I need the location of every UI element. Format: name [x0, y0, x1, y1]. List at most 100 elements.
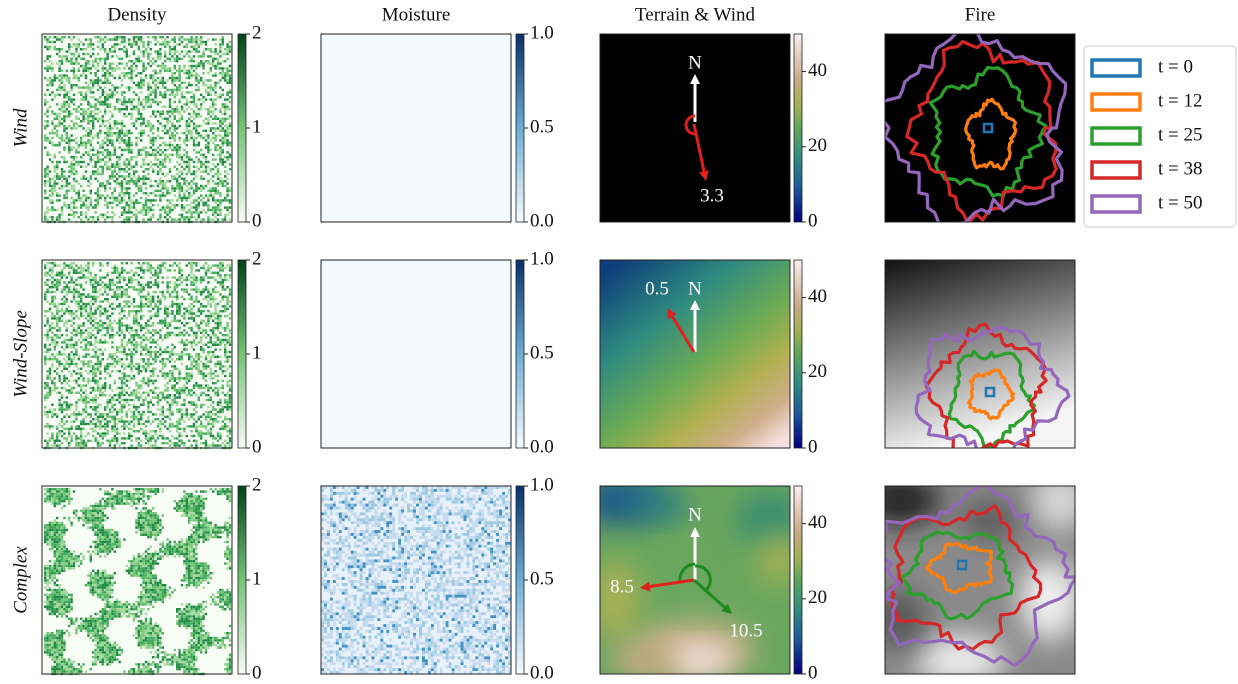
density-cell	[121, 36, 123, 38]
density-cell	[58, 175, 60, 177]
density-cell	[78, 216, 80, 218]
density-cell	[205, 89, 207, 91]
density-cell	[174, 139, 176, 141]
density-cell	[56, 284, 58, 286]
density-cell	[70, 46, 72, 48]
density-cell	[198, 50, 200, 52]
density-cell	[157, 86, 159, 88]
density-cell	[44, 310, 46, 312]
density-cell	[176, 303, 178, 305]
density-cell	[147, 418, 149, 420]
density-cell	[44, 284, 46, 286]
density-cell	[90, 178, 92, 180]
density-cell	[104, 370, 106, 372]
density-cell	[147, 163, 149, 165]
density-cell	[207, 209, 209, 211]
density-cell	[109, 334, 111, 336]
density-cell	[150, 185, 152, 187]
density-cell	[178, 190, 180, 192]
density-cell	[207, 173, 209, 175]
density-cell	[188, 106, 190, 108]
density-cell	[145, 168, 147, 170]
density-cell	[195, 406, 197, 408]
density-cell	[186, 139, 188, 141]
density-cell	[198, 365, 200, 367]
column-title: Terrain & Wind	[635, 4, 755, 25]
density-cell	[164, 365, 166, 367]
density-cell	[128, 218, 130, 220]
density-cell	[61, 55, 63, 57]
density-cell	[109, 420, 111, 422]
density-cell	[166, 442, 168, 444]
density-cell	[166, 336, 168, 338]
density-cell	[99, 284, 101, 286]
density-cell	[140, 416, 142, 418]
density-cell	[140, 370, 142, 372]
density-cell	[171, 74, 173, 76]
density-cell	[70, 161, 72, 163]
density-cell	[63, 310, 65, 312]
density-cell	[178, 98, 180, 100]
density-cell	[92, 370, 94, 372]
density-cell	[66, 298, 68, 300]
density-cell	[154, 353, 156, 355]
density-cell	[99, 305, 101, 307]
density-cell	[159, 199, 161, 201]
density-cell	[118, 132, 120, 134]
density-cell	[56, 281, 58, 283]
density-cell	[169, 360, 171, 362]
density-cell	[87, 353, 89, 355]
density-cell	[138, 108, 140, 110]
density-cell	[226, 125, 228, 127]
density-cell	[66, 264, 68, 266]
density-cell	[87, 197, 89, 199]
density-cell	[200, 406, 202, 408]
density-cell	[109, 324, 111, 326]
density-cell	[171, 77, 173, 79]
density-cell	[121, 199, 123, 201]
density-cell	[135, 344, 137, 346]
density-cell	[154, 86, 156, 88]
density-cell	[142, 82, 144, 84]
density-cell	[73, 94, 75, 96]
density-cell	[207, 204, 209, 206]
density-cell	[99, 348, 101, 350]
density-cell	[54, 74, 56, 76]
density-cell	[181, 173, 183, 175]
density-cell	[94, 363, 96, 365]
density-cell	[147, 264, 149, 266]
density-cell	[147, 267, 149, 269]
density-cell	[63, 158, 65, 160]
density-cell	[75, 46, 77, 48]
density-cell	[176, 86, 178, 88]
density-cell	[114, 444, 116, 446]
density-cell	[82, 293, 84, 295]
density-cell	[200, 94, 202, 96]
density-cell	[61, 173, 63, 175]
density-cell	[212, 89, 214, 91]
density-cell	[106, 329, 108, 331]
density-cell	[102, 48, 104, 50]
density-cell	[176, 423, 178, 425]
density-cell	[147, 43, 149, 45]
density-cell	[54, 79, 56, 81]
density-cell	[126, 411, 128, 413]
density-cell	[198, 86, 200, 88]
density-cell	[97, 296, 99, 298]
density-cell	[183, 353, 185, 355]
density-cell	[111, 67, 113, 69]
density-cell	[188, 425, 190, 427]
density-cell	[219, 62, 221, 64]
density-cell	[82, 67, 84, 69]
density-cell	[152, 36, 154, 38]
density-cell	[106, 298, 108, 300]
density-cell	[154, 115, 156, 117]
density-cell	[54, 127, 56, 129]
density-cell	[126, 115, 128, 117]
density-cell	[157, 286, 159, 288]
density-cell	[171, 209, 173, 211]
density-cell	[106, 130, 108, 132]
density-cell	[61, 77, 63, 79]
density-cell	[164, 142, 166, 144]
density-cell	[188, 394, 190, 396]
